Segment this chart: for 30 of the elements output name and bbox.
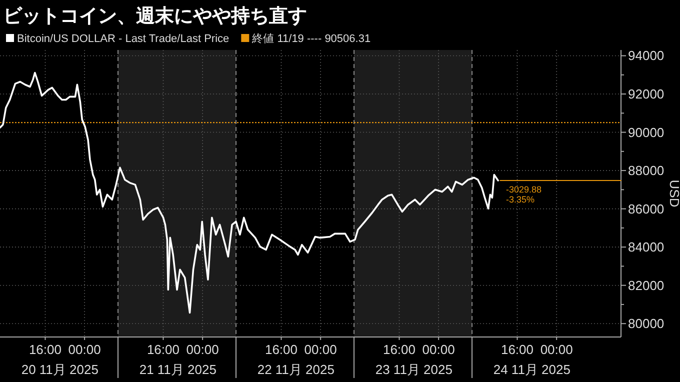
y-tick-label: 90000 — [628, 124, 664, 140]
text: 22 11月 2025 — [257, 362, 334, 377]
y-tick-label: 88000 — [628, 163, 664, 178]
x-tick-label: 00:00 — [540, 342, 573, 357]
x-tick-label: 00:00 — [304, 342, 337, 357]
y-tick-label: 80000 — [628, 316, 664, 332]
text: 24 11月 2025 — [493, 362, 570, 377]
y-tick-label: 94000 — [628, 48, 664, 64]
annotation: -3029.88 — [506, 184, 542, 194]
y-tick-label: 86000 — [628, 201, 664, 216]
text: 23 11月 2025 — [375, 362, 452, 377]
text: 20 11月 2025 — [21, 362, 98, 377]
x-tick-label: 16:00 — [28, 342, 62, 357]
line-series — [0, 72, 499, 314]
x-tick-label: 16:00 — [264, 342, 298, 357]
legend-label: 終値 11/19 ---- 90506.31 — [251, 33, 371, 45]
y-tick-label: 92000 — [628, 86, 664, 102]
x-tick-label: 16:00 — [500, 342, 534, 357]
x-tick-label: 16:00 — [382, 342, 416, 357]
text: 21 11月 2025 — [139, 362, 216, 377]
legend-label: Bitcoin/US DOLLAR - Last Trade/Last Price — [17, 33, 230, 45]
x-tick-label: 00:00 — [186, 342, 219, 357]
chart-title: ビットコイン、週末にやや持ち直す — [3, 5, 307, 27]
y-tick-label: 84000 — [628, 240, 664, 255]
x-tick-label: 00:00 — [68, 342, 101, 357]
y-axis-title: USD — [667, 180, 680, 208]
x-tick-label: 16:00 — [146, 342, 180, 357]
x-tick-label: 00:00 — [422, 342, 455, 357]
y-tick-label: 82000 — [628, 278, 664, 293]
annotation: -3.35% — [506, 194, 535, 204]
